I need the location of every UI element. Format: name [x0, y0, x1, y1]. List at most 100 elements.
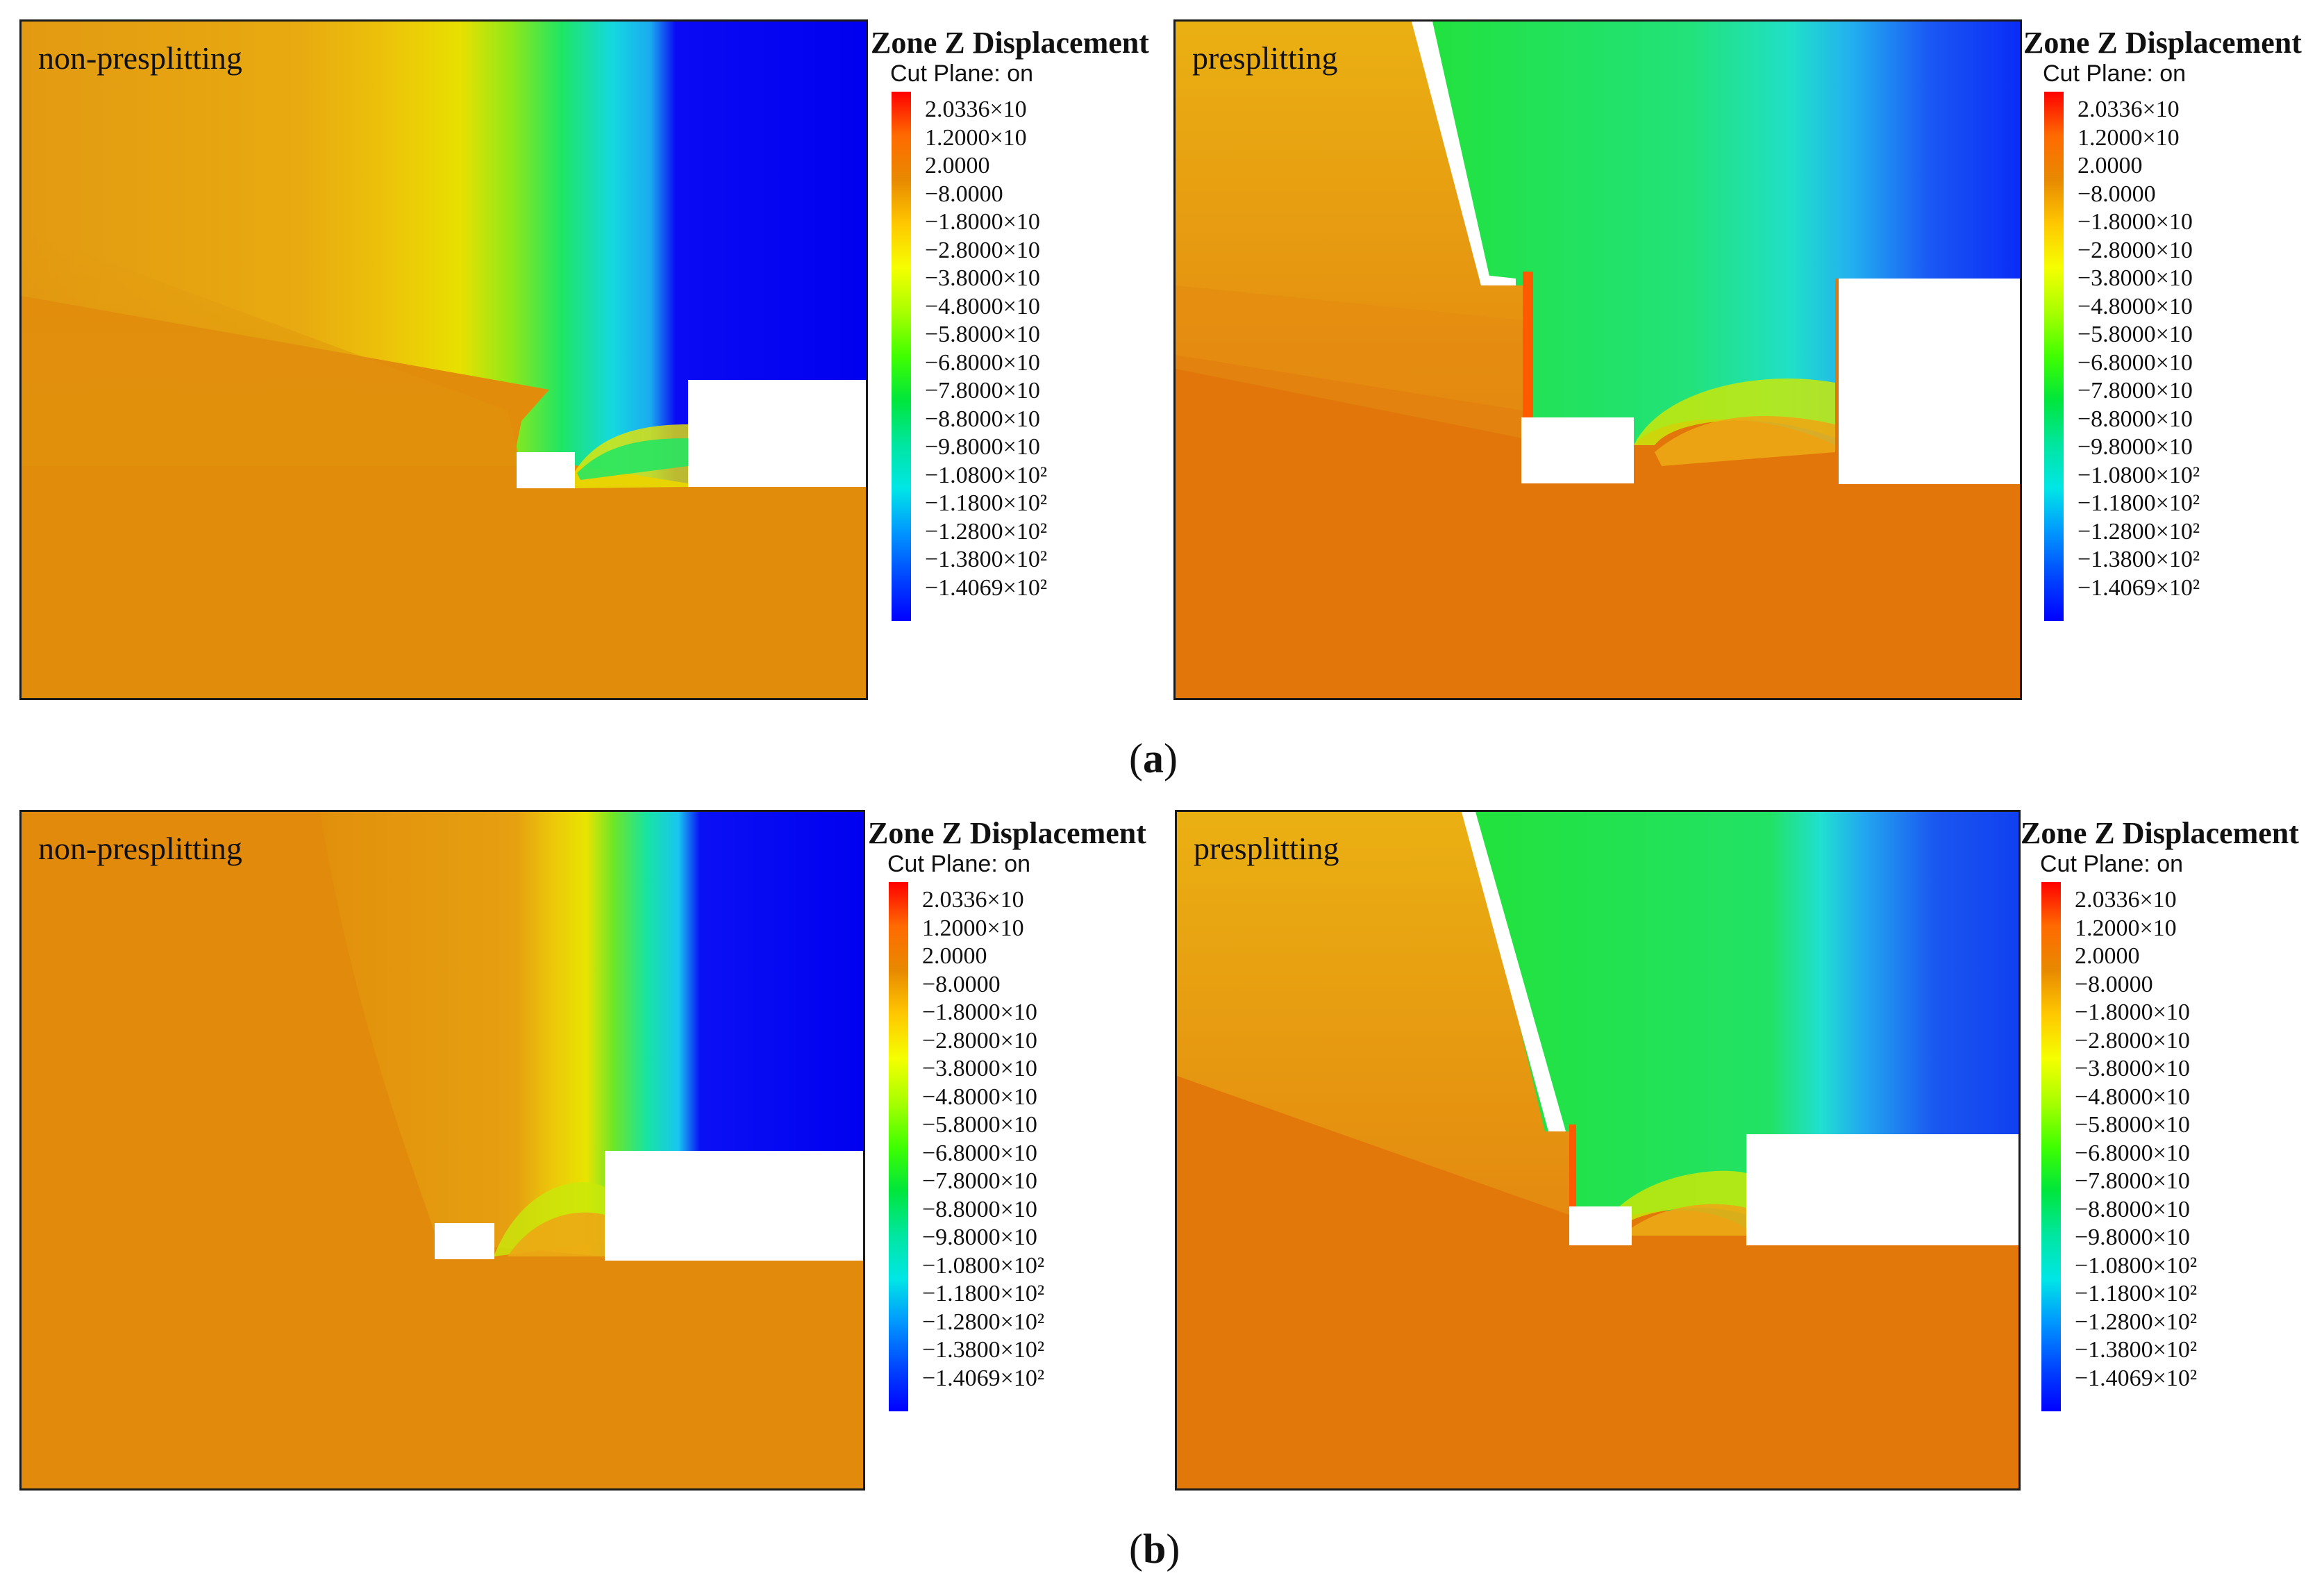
colorbar-tick-label: −1.8000×10 [2075, 999, 2190, 1025]
legend-title: Zone Z Displacement [868, 816, 1146, 850]
colorbar-tick-label: −7.8000×10 [2075, 1168, 2190, 1194]
colorbar-tick-label: −8.8000×10 [2075, 1196, 2190, 1222]
color-legend: Zone Z Displacement Cut Plane: on 2.0336… [868, 817, 1173, 1421]
colorbar-tick-label: 2.0000 [2075, 943, 2140, 969]
colorbar-tick-label: −5.8000×10 [922, 1112, 1037, 1138]
colorbar-tick-label: −5.8000×10 [2078, 322, 2193, 347]
color-legend: Zone Z Displacement Cut Plane: on 2.0336… [871, 26, 1176, 631]
colorbar-tick-label: −8.8000×10 [2078, 406, 2193, 432]
colorbar-tick-label: −5.8000×10 [2075, 1112, 2190, 1138]
colorbar-tick-label: −1.3800×10² [2078, 547, 2200, 572]
colorbar-tick-label: −1.4069×10² [925, 574, 1048, 601]
colorbar-tick-label: −7.8000×10 [2078, 378, 2193, 404]
colorbar-tick-label: −7.8000×10 [925, 378, 1040, 404]
colorbar-tick-label: −3.8000×10 [925, 265, 1040, 291]
colorbar-tick-label: −1.2800×10² [925, 518, 1048, 545]
colorbar-tick-label: −1.4069×10² [2075, 1365, 2198, 1391]
colorbar-tick-label: −6.8000×10 [922, 1140, 1037, 1166]
colorbar-tick-label: −8.8000×10 [922, 1196, 1037, 1222]
colorbar-ticks: 2.0336×10 1.2000×10 2.0000 −8.0000 −1.8000×1… [2075, 886, 2197, 1393]
contour-panel-a-presplitting: presplitting [1173, 19, 2022, 700]
colorbar-tick-label: −6.8000×10 [2078, 349, 2193, 376]
colorbar-tick-label: −8.0000 [922, 971, 1001, 997]
colorbar-tick-label: −2.8000×10 [2078, 237, 2193, 263]
colorbar-tick-label: 2.0336×10 [925, 97, 1027, 122]
colorbar-tick-label: −3.8000×10 [922, 1056, 1037, 1081]
colorbar [892, 92, 911, 621]
colorbar-tick-label: −9.8000×10 [2078, 434, 2193, 460]
color-legend: Zone Z Displacement Cut Plane: on 2.0336… [2021, 817, 2324, 1421]
figure-label-a: (a) [1129, 736, 1178, 781]
colorbar-tick-label: 2.0000 [2078, 153, 2143, 179]
colorbar-tick-label: −6.8000×10 [925, 349, 1040, 376]
colorbar-tick-label: 2.0336×10 [922, 887, 1024, 913]
case-label: presplitting [1194, 831, 1339, 866]
colorbar-tick-label: −1.3800×10² [2075, 1337, 2198, 1363]
contour-panel-b-presplitting: presplitting [1175, 810, 2021, 1491]
colorbar-ticks: 2.0336×10 1.2000×10 2.0000 −8.0000 −1.8000×1… [925, 96, 1047, 602]
colorbar-tick-label: −1.3800×10² [922, 1337, 1045, 1363]
figure-label-b: (b) [1129, 1526, 1180, 1572]
color-legend: Zone Z Displacement Cut Plane: on 2.0336… [2023, 26, 2324, 631]
colorbar-tick-label: −3.8000×10 [2075, 1056, 2190, 1081]
colorbar-tick-label: −8.8000×10 [925, 406, 1040, 432]
colorbar-tick-label: −7.8000×10 [922, 1168, 1037, 1194]
legend-subtitle: Cut Plane: on [890, 60, 1034, 87]
colorbar-tick-label: −1.3800×10² [925, 547, 1048, 572]
colorbar-tick-label: −1.1800×10² [925, 490, 1048, 516]
colorbar-tick-label: −1.0800×10² [925, 462, 1048, 488]
colorbar-tick-label: 1.2000×10 [922, 915, 1024, 941]
colorbar-tick-label: −9.8000×10 [925, 434, 1040, 460]
colorbar-tick-label: −1.8000×10 [922, 999, 1037, 1025]
contour-plot [1177, 812, 2018, 1488]
colorbar [2041, 882, 2061, 1411]
case-label: non-presplitting [38, 831, 242, 866]
colorbar-tick-label: −1.4069×10² [922, 1365, 1045, 1391]
legend-title: Zone Z Displacement [871, 26, 1149, 60]
colorbar-tick-label: −1.2800×10² [2075, 1309, 2198, 1335]
colorbar [2044, 92, 2064, 621]
contour-plot [22, 812, 863, 1488]
case-label: non-presplitting [38, 40, 242, 76]
colorbar-tick-label: −1.2800×10² [2078, 518, 2200, 545]
colorbar-tick-label: 1.2000×10 [925, 124, 1027, 151]
legend-subtitle: Cut Plane: on [2043, 60, 2187, 87]
colorbar-tick-label: 1.2000×10 [2075, 915, 2177, 941]
case-label: presplitting [1192, 40, 1338, 76]
colorbar-ticks: 2.0336×10 1.2000×10 2.0000 −8.0000 −1.8000×1… [922, 886, 1044, 1393]
colorbar-tick-label: 2.0336×10 [2078, 97, 2180, 122]
colorbar-tick-label: −1.8000×10 [2078, 209, 2193, 235]
colorbar-tick-label: −1.0800×10² [922, 1252, 1045, 1279]
colorbar-tick-label: −8.0000 [2078, 181, 2156, 207]
colorbar-tick-label: −9.8000×10 [2075, 1224, 2190, 1250]
colorbar-tick-label: −1.4069×10² [2078, 574, 2200, 601]
colorbar-tick-label: −2.8000×10 [2075, 1027, 2190, 1054]
colorbar-tick-label: −1.1800×10² [2078, 490, 2200, 516]
colorbar-tick-label: −8.0000 [2075, 971, 2153, 997]
colorbar-tick-label: −1.1800×10² [922, 1281, 1045, 1306]
colorbar-tick-label: −9.8000×10 [922, 1224, 1037, 1250]
colorbar-tick-label: −3.8000×10 [2078, 265, 2193, 291]
colorbar-tick-label: −1.2800×10² [922, 1309, 1045, 1335]
legend-subtitle: Cut Plane: on [887, 851, 1031, 877]
colorbar-tick-label: −1.0800×10² [2075, 1252, 2198, 1279]
colorbar-tick-label: 1.2000×10 [2078, 124, 2180, 151]
contour-panel-b-non-presplitting: non-presplitting [19, 810, 865, 1491]
contour-plot [1176, 22, 2020, 698]
contour-panel-a-non-presplitting: non-presplitting [19, 19, 868, 700]
colorbar-tick-label: −4.8000×10 [922, 1084, 1037, 1110]
legend-title: Zone Z Displacement [2023, 26, 2302, 60]
colorbar-tick-label: −5.8000×10 [925, 322, 1040, 347]
legend-title: Zone Z Displacement [2021, 816, 2299, 850]
colorbar-tick-label: −4.8000×10 [2078, 293, 2193, 319]
colorbar-tick-label: −2.8000×10 [922, 1027, 1037, 1054]
colorbar-tick-label: −1.0800×10² [2078, 462, 2200, 488]
colorbar-tick-label: −1.8000×10 [925, 209, 1040, 235]
colorbar-tick-label: 2.0336×10 [2075, 887, 2177, 913]
colorbar-tick-label: −4.8000×10 [2075, 1084, 2190, 1110]
colorbar-tick-label: −1.1800×10² [2075, 1281, 2198, 1306]
colorbar-ticks: 2.0336×10 1.2000×10 2.0000 −8.0000 −1.8000×1… [2078, 96, 2200, 602]
colorbar-tick-label: −6.8000×10 [2075, 1140, 2190, 1166]
colorbar [889, 882, 908, 1411]
colorbar-tick-label: 2.0000 [925, 153, 990, 179]
